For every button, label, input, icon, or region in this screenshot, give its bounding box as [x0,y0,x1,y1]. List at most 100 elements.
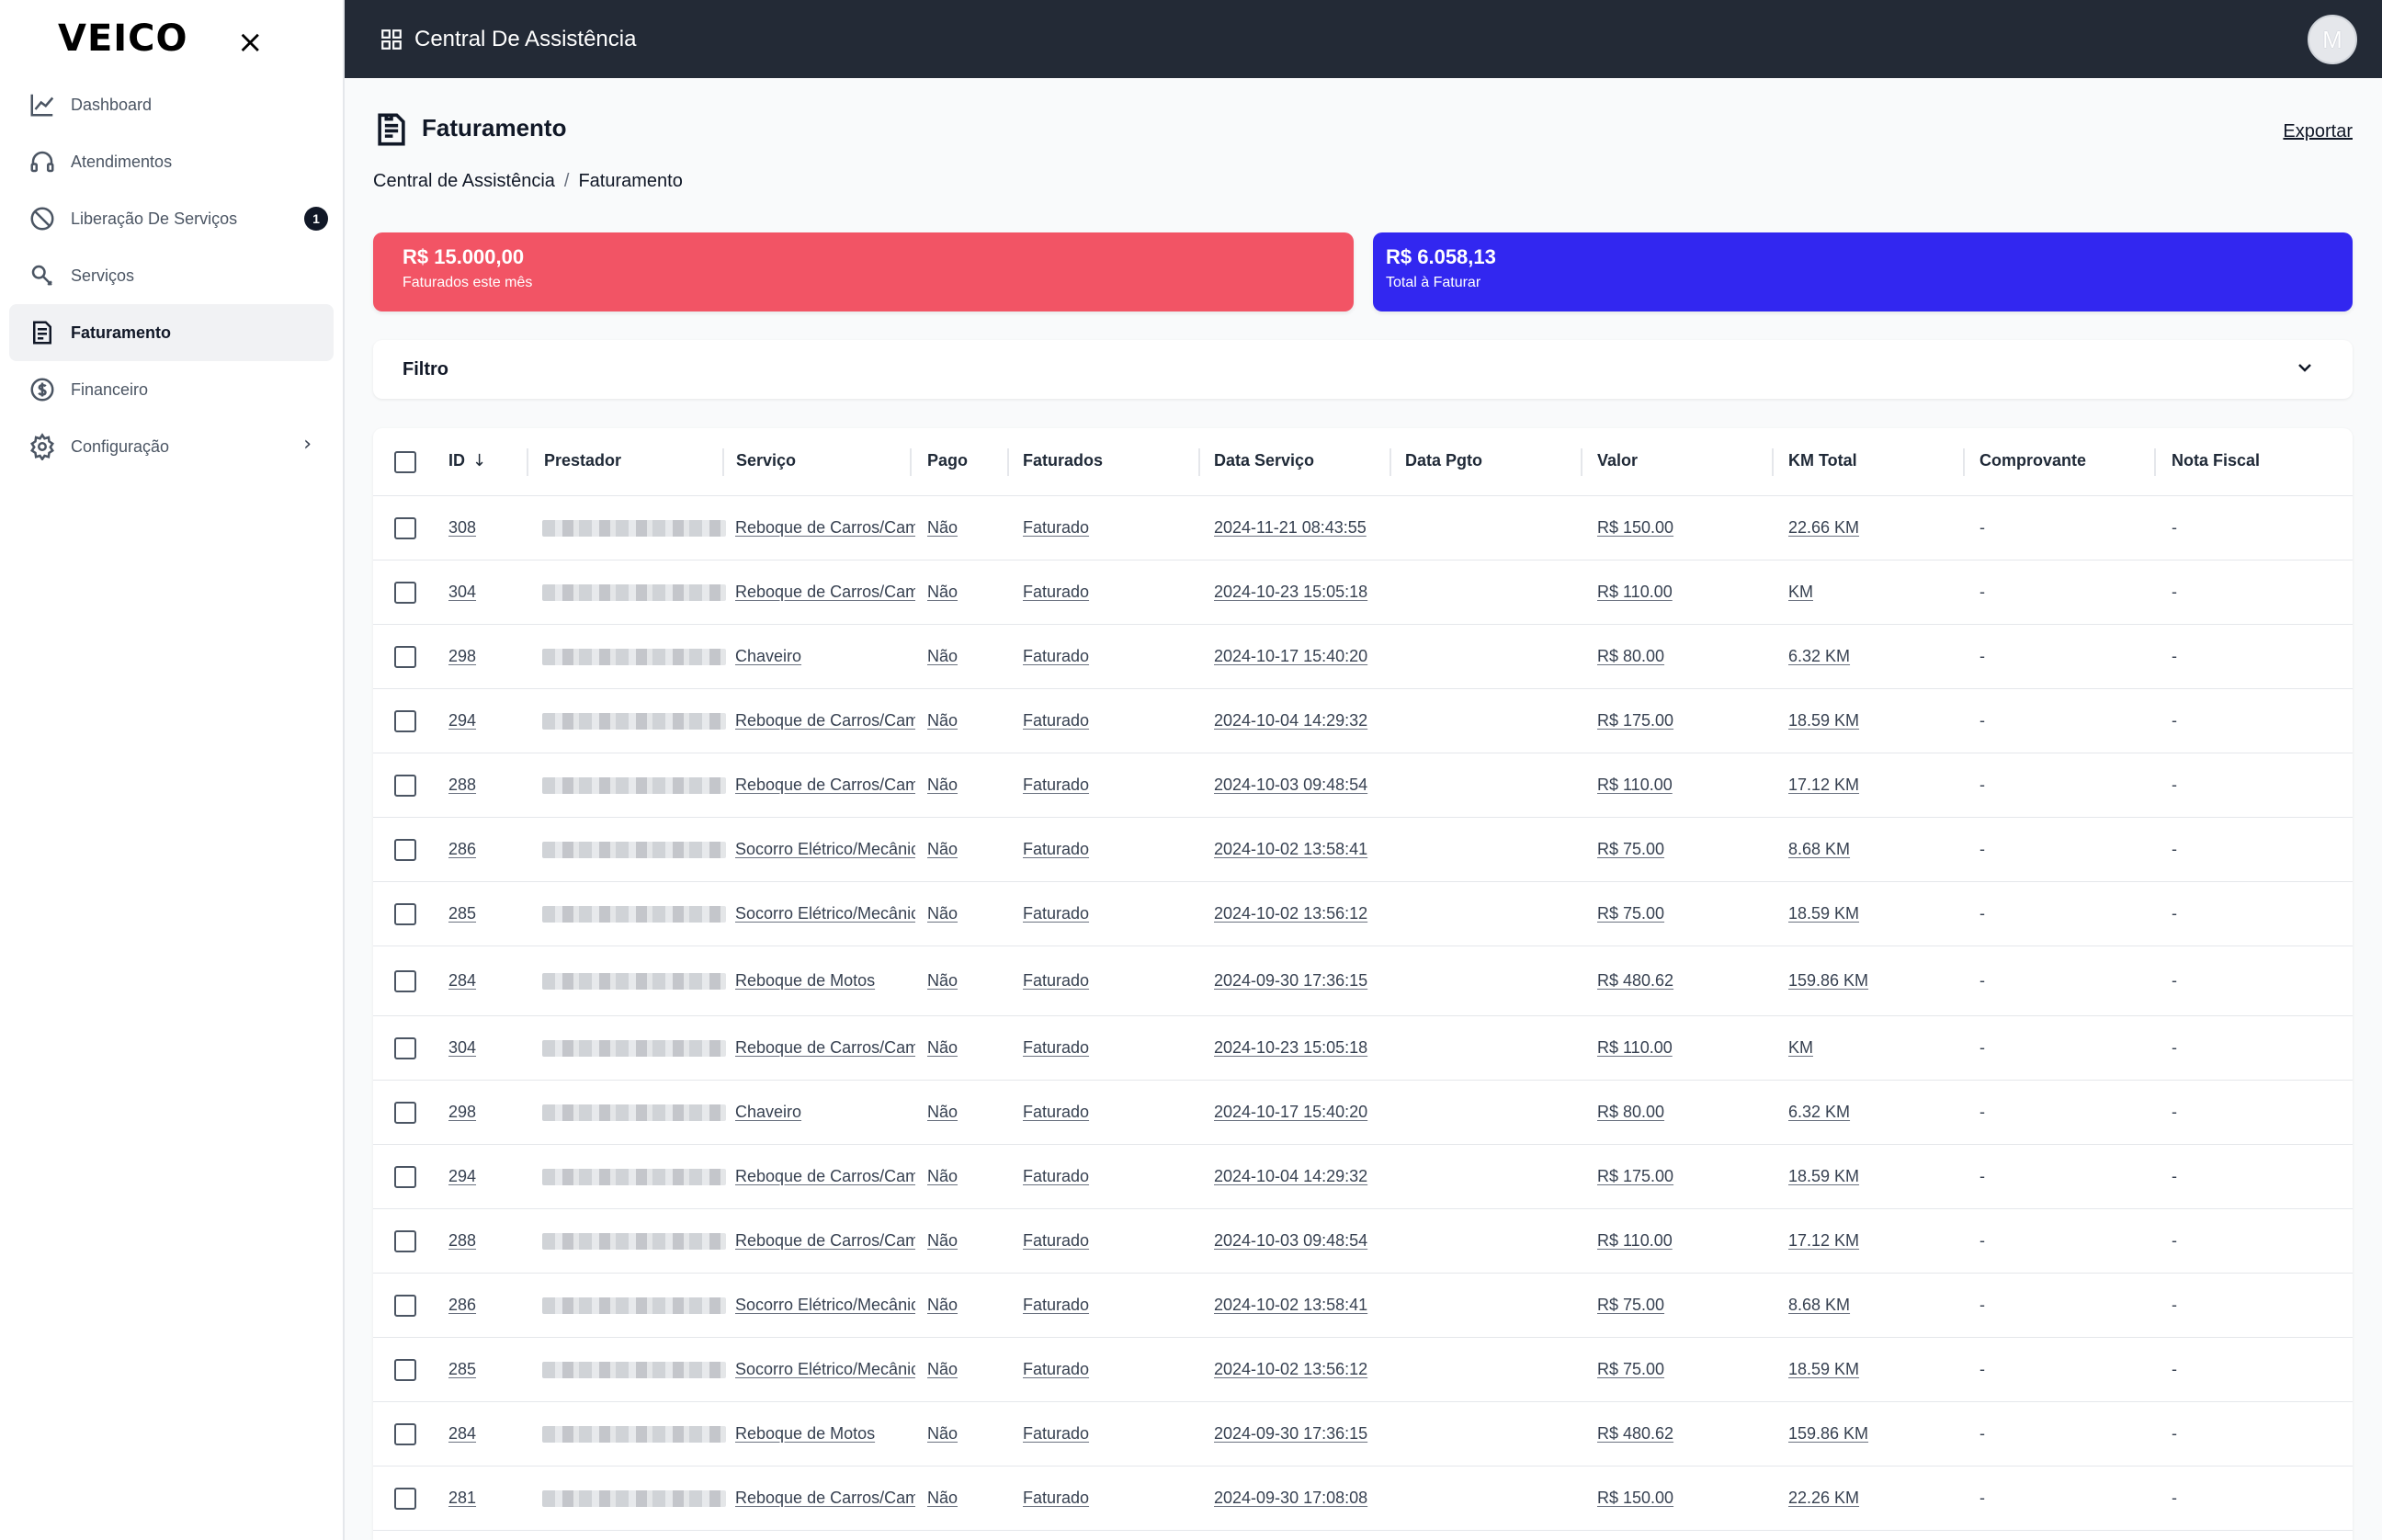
row-km-total[interactable]: 18.59 KM [1788,711,1860,730]
row-pago[interactable]: Não [927,647,958,665]
row-id[interactable]: 294 [448,711,477,730]
row-servico[interactable]: Socorro Elétrico/Mecânic [735,840,915,858]
export-link[interactable]: Exportar [2283,121,2353,142]
table-row[interactable]: 285 Socorro Elétrico/Mecânic Não Faturado 20… [373,1338,2353,1402]
sidebar-item-financeiro[interactable]: Financeiro [9,361,334,418]
row-valor[interactable]: R$ 175.00 [1597,1167,1674,1185]
row-km-total[interactable]: 6.32 KM [1788,647,1851,665]
table-row[interactable]: 281 Reboque de Carros/Cam Não Faturado 2024-… [373,1466,2353,1531]
row-data-servico[interactable]: 2024-10-17 15:40:20 [1214,647,1368,665]
row-km-total[interactable]: KM [1788,583,1813,601]
row-servico[interactable]: Reboque de Motos [735,1424,876,1443]
row-checkbox[interactable] [394,582,416,604]
row-data-servico[interactable]: 2024-10-02 13:56:12 [1214,1360,1368,1378]
row-pago[interactable]: Não [927,1167,958,1185]
row-valor[interactable]: R$ 150.00 [1597,1489,1674,1507]
row-pago[interactable]: Não [927,518,958,537]
row-valor[interactable]: R$ 75.00 [1597,904,1665,923]
column-header-pago[interactable]: Pago [927,451,969,470]
row-servico[interactable]: Reboque de Carros/Cam [735,1231,915,1250]
row-servico[interactable]: Socorro Elétrico/Mecânic [735,904,915,923]
sidebar-item-liberacao[interactable]: Liberação De Serviços 1 [9,190,334,247]
row-faturado[interactable]: Faturado [1023,971,1090,990]
row-data-servico[interactable]: 2024-10-23 15:05:18 [1214,583,1368,601]
table-row[interactable]: 304 Reboque de Carros/Cam Não Faturado 2024-… [373,561,2353,625]
row-data-servico[interactable]: 2024-10-02 13:58:41 [1214,840,1368,858]
table-row[interactable]: 288 Reboque de Carros/Cam Não Faturado 2024-… [373,1209,2353,1274]
table-row[interactable]: 288 Reboque de Carros/Cam Não Faturado 2024-… [373,753,2353,818]
row-faturado[interactable]: Faturado [1023,647,1090,665]
apps-grid-icon[interactable] [380,28,403,51]
row-checkbox[interactable] [394,1230,416,1252]
row-id[interactable]: 294 [448,1167,477,1185]
row-id[interactable]: 285 [448,1360,477,1378]
column-header-faturados[interactable]: Faturados [1023,451,1104,470]
row-faturado[interactable]: Faturado [1023,583,1090,601]
row-faturado[interactable]: Faturado [1023,1424,1090,1443]
row-pago[interactable]: Não [927,1489,958,1507]
row-km-total[interactable]: 22.26 KM [1788,1489,1860,1507]
column-header-data-pgto[interactable]: Data Pgto [1405,451,1483,470]
row-faturado[interactable]: Faturado [1023,518,1090,537]
sidebar-item-servicos[interactable]: Serviços [9,247,334,304]
row-data-servico[interactable]: 2024-10-04 14:29:32 [1214,1167,1368,1185]
sidebar-item-dashboard[interactable]: Dashboard [9,76,334,133]
select-all-checkbox[interactable] [394,451,416,473]
row-faturado[interactable]: Faturado [1023,1038,1090,1057]
row-faturado[interactable]: Faturado [1023,776,1090,794]
row-checkbox[interactable] [394,775,416,797]
breadcrumb-item[interactable]: Central de Assistência [373,171,555,191]
row-valor[interactable]: R$ 110.00 [1597,776,1673,794]
table-row[interactable]: 284 Reboque de Motos Não Faturado 2024-09-30… [373,1402,2353,1466]
row-id[interactable]: 304 [448,583,477,601]
row-data-servico[interactable]: 2024-10-02 13:58:41 [1214,1296,1368,1314]
table-row[interactable]: 294 Reboque de Carros/Cam Não Faturado 2024-… [373,689,2353,753]
row-pago[interactable]: Não [927,971,958,990]
row-pago[interactable]: Não [927,776,958,794]
row-checkbox[interactable] [394,903,416,925]
row-km-total[interactable]: 159.86 KM [1788,971,1869,990]
row-faturado[interactable]: Faturado [1023,1103,1090,1121]
row-faturado[interactable]: Faturado [1023,1296,1090,1314]
row-id[interactable]: 286 [448,840,477,858]
row-valor[interactable]: R$ 480.62 [1597,971,1674,990]
row-km-total[interactable]: 159.86 KM [1788,1424,1869,1443]
table-row[interactable]: 286 Socorro Elétrico/Mecânic Não Faturado 20… [373,818,2353,882]
row-checkbox[interactable] [394,517,416,539]
row-valor[interactable]: R$ 110.00 [1597,1038,1673,1057]
row-data-servico[interactable]: 2024-09-30 17:36:15 [1214,1424,1368,1443]
row-id[interactable]: 286 [448,1296,477,1314]
column-header-servico[interactable]: Serviço [736,451,797,470]
row-valor[interactable]: R$ 80.00 [1597,1103,1665,1121]
row-servico[interactable]: Reboque de Motos [735,971,876,990]
column-header-valor[interactable]: Valor [1597,451,1639,470]
row-id[interactable]: 281 [448,1489,477,1507]
row-checkbox[interactable] [394,970,416,992]
table-row[interactable]: 298 Chaveiro Não Faturado 2024-10-17 15:40:2… [373,625,2353,689]
column-header-km-total[interactable]: KM Total [1788,451,1857,470]
row-pago[interactable]: Não [927,1103,958,1121]
row-servico[interactable]: Chaveiro [735,1103,802,1121]
close-sidebar-icon[interactable]: × [237,24,264,61]
row-data-servico[interactable]: 2024-09-30 17:08:08 [1214,1489,1368,1507]
row-servico[interactable]: Reboque de Carros/Cam [735,1038,915,1057]
row-id[interactable]: 298 [448,1103,477,1121]
row-pago[interactable]: Não [927,904,958,923]
row-faturado[interactable]: Faturado [1023,1167,1090,1185]
row-data-servico[interactable]: 2024-10-03 09:48:54 [1214,1231,1368,1250]
row-pago[interactable]: Não [927,1231,958,1250]
row-checkbox[interactable] [394,1423,416,1445]
row-faturado[interactable]: Faturado [1023,1231,1090,1250]
table-row[interactable]: 304 Reboque de Carros/Cam Não Faturado 2024-… [373,1016,2353,1081]
row-faturado[interactable]: Faturado [1023,1360,1090,1378]
row-id[interactable]: 288 [448,776,477,794]
row-km-total[interactable]: 18.59 KM [1788,1360,1860,1378]
row-pago[interactable]: Não [927,1360,958,1378]
row-id[interactable]: 308 [448,518,477,537]
row-checkbox[interactable] [394,1102,416,1124]
row-checkbox[interactable] [394,1359,416,1381]
row-pago[interactable]: Não [927,1296,958,1314]
row-valor[interactable]: R$ 150.00 [1597,518,1674,537]
row-servico[interactable]: Reboque de Carros/Cam [735,776,915,794]
row-data-servico[interactable]: 2024-11-21 08:43:55 [1214,518,1367,537]
